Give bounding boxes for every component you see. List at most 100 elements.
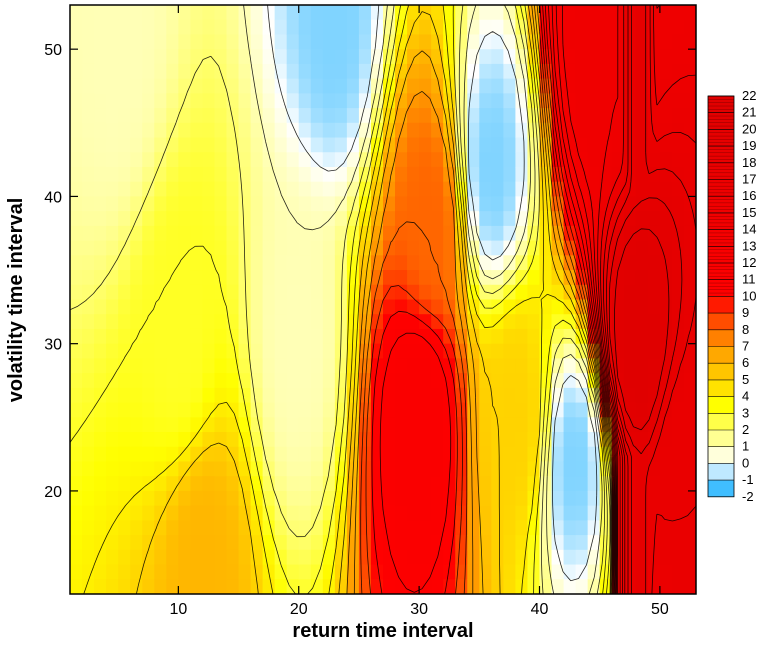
- heatmap-cell: [142, 387, 155, 404]
- heatmap-cell: [503, 240, 517, 256]
- heatmap-cell: [647, 417, 661, 433]
- heatmap-cell: [659, 461, 673, 477]
- heatmap-cell: [491, 49, 504, 65]
- heatmap-cell: [202, 240, 216, 256]
- heatmap-cell: [443, 490, 456, 507]
- heatmap-cell: [274, 225, 288, 242]
- colorbar-swatch: [708, 430, 734, 447]
- heatmap-cell: [383, 211, 396, 227]
- heatmap-cell: [647, 284, 661, 301]
- heatmap-cell: [130, 373, 143, 389]
- heatmap-cell: [70, 520, 83, 536]
- heatmap-cell: [166, 490, 179, 507]
- heatmap-cell: [94, 417, 107, 433]
- heatmap-cell: [190, 137, 204, 153]
- colorbar-label: 1: [742, 439, 749, 454]
- colorbar-swatch: [708, 129, 734, 147]
- heatmap-cell: [202, 122, 216, 139]
- heatmap-cell: [130, 93, 143, 109]
- heatmap-cell: [190, 63, 204, 80]
- heatmap-cell: [166, 93, 179, 109]
- heatmap-cell: [82, 446, 95, 463]
- heatmap-cell: [70, 255, 83, 271]
- heatmap-cell: [551, 579, 565, 594]
- heatmap-cell: [551, 270, 565, 286]
- heatmap-cell: [166, 152, 179, 168]
- heatmap-cell: [190, 446, 204, 463]
- heatmap-cell: [683, 284, 696, 301]
- heatmap-cell: [683, 520, 696, 536]
- heatmap-cell: [623, 240, 637, 256]
- heatmap-cell: [647, 122, 661, 139]
- heatmap-cell: [370, 446, 384, 463]
- heatmap-cell: [70, 225, 83, 242]
- x-tick-label: 10: [169, 601, 187, 618]
- heatmap-cell: [383, 225, 396, 242]
- heatmap-cell: [130, 505, 143, 521]
- heatmap-cell: [671, 137, 685, 153]
- heatmap-cell: [166, 549, 179, 566]
- heatmap-cell: [190, 579, 204, 594]
- heatmap-cell: [395, 78, 408, 94]
- heatmap-cell: [238, 432, 252, 448]
- heatmap-cell: [322, 402, 336, 418]
- heatmap-cell: [575, 358, 589, 374]
- heatmap-cell: [286, 63, 300, 80]
- colorbar-label: 4: [742, 389, 749, 404]
- heatmap-cell: [142, 181, 155, 198]
- heatmap-cell: [623, 284, 637, 301]
- heatmap-cell: [286, 387, 300, 404]
- heatmap-cell: [334, 461, 348, 477]
- heatmap-cell: [178, 49, 191, 65]
- heatmap-cell: [503, 343, 517, 359]
- heatmap-cell: [527, 490, 541, 507]
- heatmap-cell: [82, 152, 95, 168]
- heatmap-cell: [82, 166, 95, 183]
- heatmap-cell: [166, 373, 179, 389]
- heatmap-cell: [346, 520, 360, 536]
- heatmap-cell: [611, 181, 625, 198]
- heatmap-cell: [214, 284, 228, 301]
- heatmap-cell: [262, 535, 276, 551]
- heatmap-cell: [142, 505, 155, 521]
- heatmap-cell: [623, 358, 637, 374]
- heatmap-cell: [491, 5, 504, 21]
- heatmap-cell: [467, 373, 480, 389]
- heatmap-cell: [166, 299, 179, 315]
- heatmap-cell: [286, 446, 300, 463]
- heatmap-cell: [395, 5, 408, 21]
- heatmap-cell: [479, 93, 492, 109]
- heatmap-cell: [587, 196, 601, 212]
- heatmap-cell: [491, 137, 504, 153]
- heatmap-cell: [383, 78, 396, 94]
- heatmap-cell: [70, 78, 83, 94]
- heatmap-cell: [298, 152, 312, 168]
- heatmap-cell: [443, 181, 456, 198]
- heatmap-cell: [226, 196, 240, 212]
- heatmap-cell: [443, 505, 456, 521]
- heatmap-cell: [358, 270, 372, 286]
- heatmap-cell: [671, 387, 685, 404]
- heatmap-cell: [659, 520, 673, 536]
- heatmap-cell: [623, 78, 637, 94]
- heatmap-cell: [683, 446, 696, 463]
- heatmap-cell: [599, 284, 613, 301]
- heatmap-cell: [563, 152, 577, 168]
- heatmap-cell: [262, 402, 276, 418]
- heatmap-cell: [154, 417, 167, 433]
- heatmap-cell: [407, 446, 420, 463]
- heatmap-cell: [262, 196, 276, 212]
- heatmap-cell: [395, 225, 408, 242]
- heatmap-cell: [455, 432, 468, 448]
- heatmap-cell: [298, 343, 312, 359]
- heatmap-cell: [130, 166, 143, 183]
- heatmap-cell: [94, 564, 107, 580]
- heatmap-cell: [226, 490, 240, 507]
- heatmap-cell: [491, 108, 504, 124]
- heatmap-cell: [322, 417, 336, 433]
- heatmap-cell: [623, 211, 637, 227]
- heatmap-cell: [94, 166, 107, 183]
- colorbar-swatch: [708, 313, 734, 330]
- heatmap-cell: [310, 432, 324, 448]
- colorbar-label: -2: [742, 489, 754, 504]
